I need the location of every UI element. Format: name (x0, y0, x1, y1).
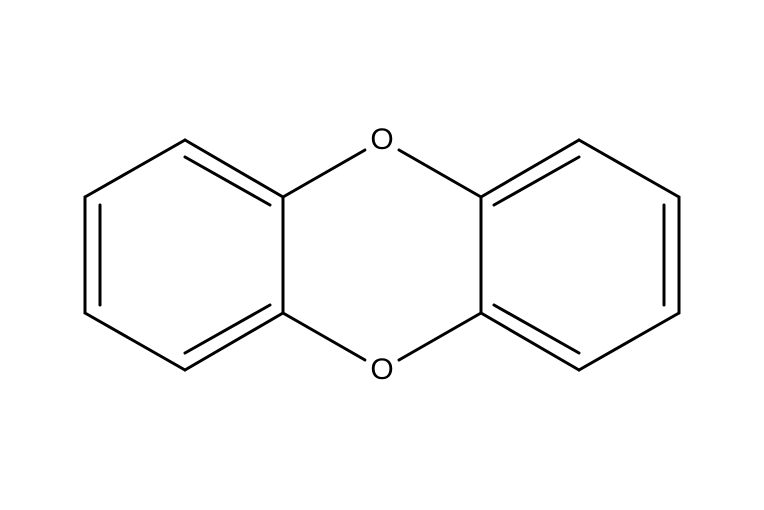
bonds-svg (0, 0, 764, 510)
chemical-structure: OO (0, 0, 764, 510)
atom-label-O2: O (366, 351, 397, 389)
atom-label-O1: O (366, 121, 397, 159)
